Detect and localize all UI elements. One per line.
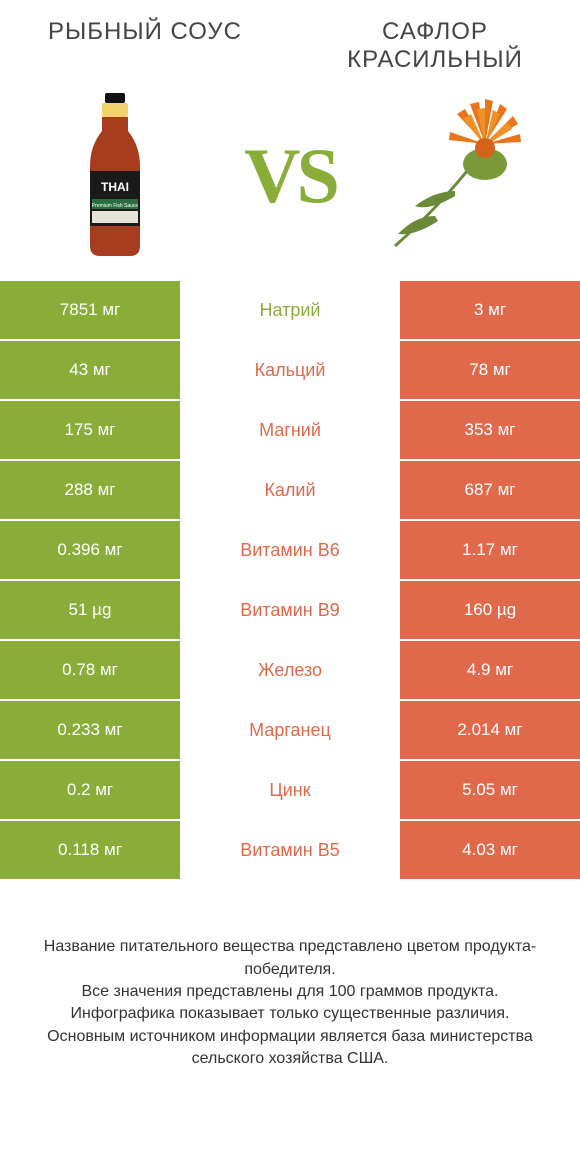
- cell-left-value: 0.396 мг: [0, 521, 180, 579]
- cell-nutrient-name: Кальций: [180, 341, 400, 399]
- table-row: 175 мгМагний353 мг: [0, 401, 580, 461]
- cell-nutrient-name: Марганец: [180, 701, 400, 759]
- table-row: 0.78 мгЖелезо4.9 мг: [0, 641, 580, 701]
- cell-nutrient-name: Магний: [180, 401, 400, 459]
- table-row: 43 мгКальций78 мг: [0, 341, 580, 401]
- cell-nutrient-name: Железо: [180, 641, 400, 699]
- header-left: РЫБНЫЙ СОУС: [20, 18, 270, 73]
- cell-left-value: 0.78 мг: [0, 641, 180, 699]
- cell-nutrient-name: Калий: [180, 461, 400, 519]
- cell-right-value: 4.9 мг: [400, 641, 580, 699]
- cell-left-value: 0.118 мг: [0, 821, 180, 879]
- right-product-image: [380, 91, 550, 261]
- cell-left-value: 0.2 мг: [0, 761, 180, 819]
- cell-left-value: 0.233 мг: [0, 701, 180, 759]
- header: РЫБНЫЙ СОУС САФЛОР КРАСИЛЬНЫЙ: [0, 0, 580, 81]
- cell-right-value: 687 мг: [400, 461, 580, 519]
- table-row: 0.2 мгЦинк5.05 мг: [0, 761, 580, 821]
- fish-sauce-bottle-icon: THAI Premium Fish Sauce: [75, 91, 155, 261]
- cell-right-value: 353 мг: [400, 401, 580, 459]
- cell-left-value: 175 мг: [0, 401, 180, 459]
- vs-row: THAI Premium Fish Sauce VS: [0, 81, 580, 281]
- cell-right-value: 5.05 мг: [400, 761, 580, 819]
- cell-nutrient-name: Витамин B5: [180, 821, 400, 879]
- safflower-icon: [380, 96, 550, 256]
- footer-line: Основным источником информации является …: [25, 1026, 555, 1071]
- footer: Название питательного вещества представл…: [0, 881, 580, 1090]
- table-row: 51 µgВитамин B9160 µg: [0, 581, 580, 641]
- cell-left-value: 51 µg: [0, 581, 180, 639]
- left-product-image: THAI Premium Fish Sauce: [30, 91, 200, 261]
- footer-line: Все значения представлены для 100 граммо…: [25, 981, 555, 1003]
- comparison-table: 7851 мгНатрий3 мг43 мгКальций78 мг175 мг…: [0, 281, 580, 881]
- header-right: САФЛОР КРАСИЛЬНЫЙ: [310, 18, 560, 73]
- table-row: 0.233 мгМарганец2.014 мг: [0, 701, 580, 761]
- cell-nutrient-name: Витамин B6: [180, 521, 400, 579]
- table-row: 7851 мгНатрий3 мг: [0, 281, 580, 341]
- cell-left-value: 288 мг: [0, 461, 180, 519]
- table-row: 0.396 мгВитамин B61.17 мг: [0, 521, 580, 581]
- svg-text:Premium Fish Sauce: Premium Fish Sauce: [92, 203, 139, 209]
- cell-nutrient-name: Цинк: [180, 761, 400, 819]
- cell-right-value: 4.03 мг: [400, 821, 580, 879]
- cell-nutrient-name: Витамин B9: [180, 581, 400, 639]
- cell-nutrient-name: Натрий: [180, 281, 400, 339]
- svg-text:THAI: THAI: [101, 180, 129, 194]
- cell-right-value: 3 мг: [400, 281, 580, 339]
- table-row: 288 мгКалий687 мг: [0, 461, 580, 521]
- cell-left-value: 43 мг: [0, 341, 180, 399]
- cell-left-value: 7851 мг: [0, 281, 180, 339]
- table-row: 0.118 мгВитамин B54.03 мг: [0, 821, 580, 881]
- cell-right-value: 1.17 мг: [400, 521, 580, 579]
- footer-line: Инфографика показывает только существенн…: [25, 1003, 555, 1025]
- cell-right-value: 160 µg: [400, 581, 580, 639]
- footer-line: Название питательного вещества представл…: [25, 936, 555, 981]
- cell-right-value: 78 мг: [400, 341, 580, 399]
- vs-label: VS: [244, 131, 336, 221]
- cell-right-value: 2.014 мг: [400, 701, 580, 759]
